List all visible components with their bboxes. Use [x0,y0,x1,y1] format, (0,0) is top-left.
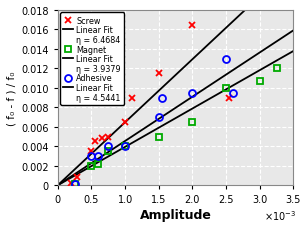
Y-axis label: ( f₀ - f ) / f₀: ( f₀ - f ) / f₀ [7,71,17,125]
Legend: Screw, Linear Fit, η = 6.4684, Magnet, Linear Fit, η = 3.9379, Adhesive, Linear : Screw, Linear Fit, η = 6.4684, Magnet, L… [60,13,124,106]
Text: $\times10^{-3}$: $\times10^{-3}$ [264,208,296,222]
X-axis label: Amplitude: Amplitude [140,209,212,221]
